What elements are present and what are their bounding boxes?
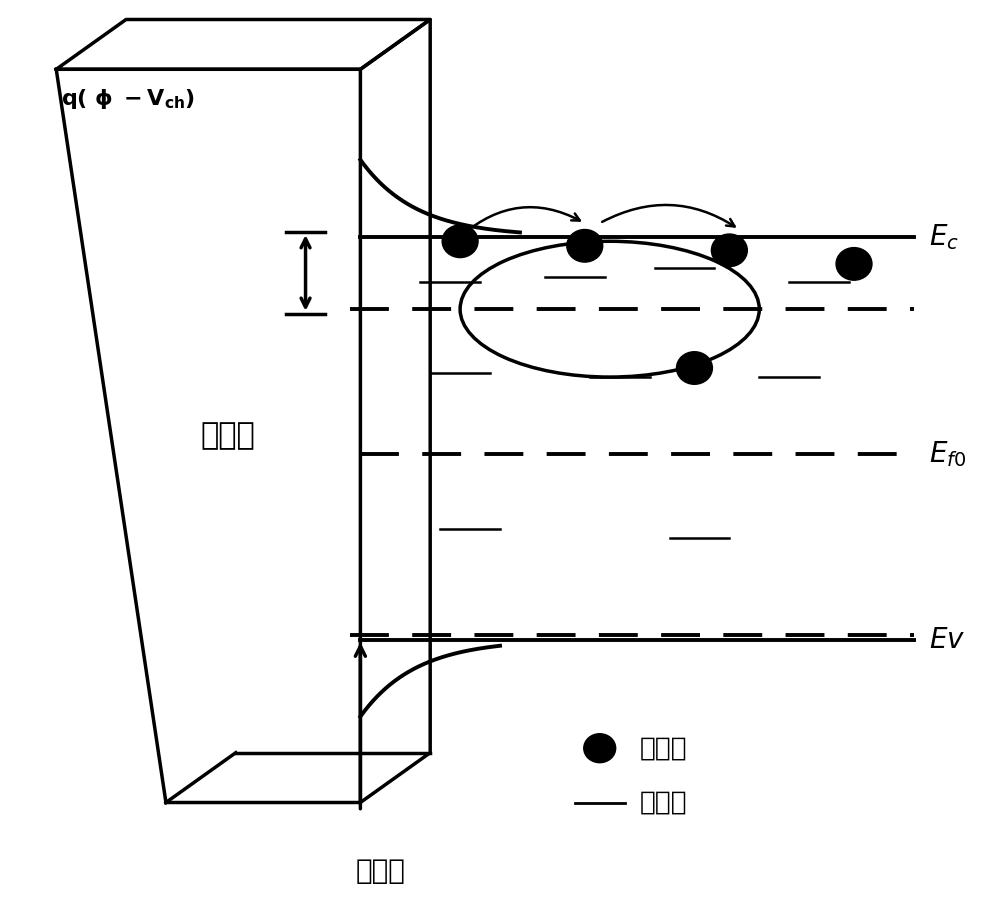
Text: 绶缘层: 绶缘层 <box>201 421 256 450</box>
Text: $\it{E_c}$: $\it{E_c}$ <box>929 222 959 252</box>
Text: 接触面: 接触面 <box>355 857 405 884</box>
Circle shape <box>584 734 616 763</box>
Circle shape <box>836 248 872 281</box>
Text: 陷阱态: 陷阱态 <box>640 790 687 815</box>
Text: 载流子: 载流子 <box>640 735 687 761</box>
Circle shape <box>711 234 747 267</box>
Text: $\it{Ev}$: $\it{Ev}$ <box>929 626 965 654</box>
Text: $\it{E_{f0}}$: $\it{E_{f0}}$ <box>929 439 966 469</box>
Circle shape <box>677 351 712 384</box>
Text: $\mathbf{q(\ \phi\ -V_{ch})}$: $\mathbf{q(\ \phi\ -V_{ch})}$ <box>61 87 195 112</box>
Circle shape <box>442 225 478 258</box>
Circle shape <box>567 230 603 262</box>
